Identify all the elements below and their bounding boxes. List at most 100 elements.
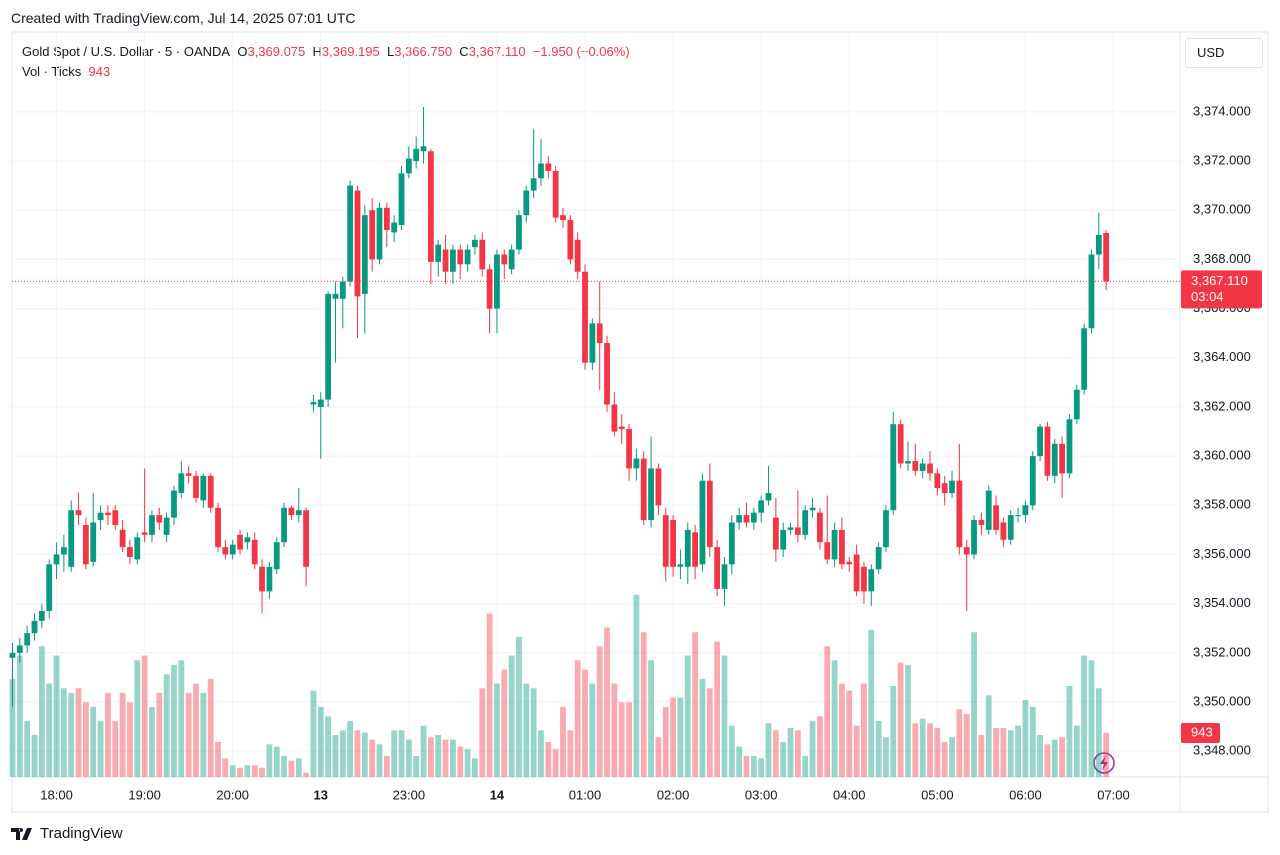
- volume-bar: [405, 739, 412, 777]
- volume-bar: [780, 741, 787, 777]
- volume-bar: [1081, 655, 1088, 777]
- volume-bar: [567, 730, 574, 777]
- candle-body: [229, 544, 236, 555]
- candle-body: [1051, 443, 1058, 476]
- ohlc-value: 3,366.750: [394, 44, 453, 59]
- currency-button[interactable]: USD: [1185, 38, 1263, 68]
- candle-body: [640, 458, 647, 521]
- candle-body: [207, 475, 214, 508]
- candle-body: [1044, 426, 1051, 476]
- volume-bar: [971, 632, 977, 777]
- volume-bar: [1007, 730, 1014, 777]
- volume-bar: [802, 755, 809, 777]
- volume-bar: [398, 730, 405, 777]
- candle-body: [361, 215, 368, 294]
- volume-bar: [596, 646, 603, 777]
- x-tick-label: 03:00: [745, 787, 778, 802]
- candle-body: [1022, 505, 1029, 516]
- y-tick-label: 3,358.000: [1193, 497, 1251, 512]
- volume-bar: [134, 660, 141, 777]
- y-tick-label: 3,348.000: [1193, 743, 1251, 758]
- volume-bar: [670, 697, 676, 777]
- volume-bar: [1022, 699, 1029, 777]
- candle-body: [883, 510, 889, 548]
- candle-body: [317, 399, 324, 407]
- volume-bar: [949, 737, 955, 777]
- candle-body: [501, 254, 508, 265]
- volume-bar: [890, 685, 897, 777]
- brand-logo: [11, 827, 32, 840]
- candle-body: [560, 215, 566, 221]
- candle-body: [662, 515, 669, 567]
- volume-bar: [897, 662, 904, 777]
- volume-bar: [229, 765, 236, 777]
- candle-body: [875, 547, 882, 570]
- candle-body: [457, 249, 464, 265]
- volume-bar: [604, 627, 610, 777]
- candle-body: [604, 343, 610, 405]
- y-tick-label: 3,352.000: [1193, 644, 1251, 659]
- volume-bar: [516, 636, 522, 777]
- y-tick-label: 3,366.000: [1193, 300, 1251, 315]
- volume-bar: [846, 690, 853, 777]
- volume-bar: [545, 741, 552, 777]
- candle-body: [582, 271, 588, 363]
- candle-body: [281, 507, 287, 543]
- volume-bar: [919, 718, 926, 777]
- candle-body: [119, 529, 126, 548]
- candle-body: [1088, 254, 1095, 329]
- candle-body: [516, 215, 522, 250]
- candle-body: [772, 517, 779, 550]
- candle-body: [508, 249, 515, 270]
- volume-bar: [442, 739, 449, 777]
- candle-body: [347, 185, 354, 282]
- candle-body: [266, 566, 273, 592]
- volume-bar: [112, 720, 119, 777]
- replay-button[interactable]: [1093, 752, 1115, 774]
- candle-body: [398, 173, 405, 226]
- volume-bar: [457, 746, 464, 777]
- candle-body: [222, 547, 229, 555]
- candle-body: [794, 527, 801, 535]
- candle-body: [523, 190, 530, 216]
- volume-bar: [963, 713, 970, 777]
- volume-bar: [560, 706, 566, 777]
- candle-body: [648, 468, 654, 521]
- candle-body: [1095, 234, 1102, 255]
- volume-bar: [772, 730, 779, 777]
- volume-bar: [178, 660, 185, 777]
- volume-bar: [317, 706, 324, 777]
- volume-value: 943: [88, 64, 111, 79]
- volume-bar: [839, 683, 845, 777]
- candle-body: [905, 461, 911, 464]
- volume-bar: [332, 734, 339, 777]
- candle-body: [295, 510, 302, 516]
- x-tick-label: 06:00: [1009, 787, 1042, 802]
- candle-body: [237, 534, 243, 550]
- candle-body: [420, 146, 427, 152]
- candle-body: [1000, 522, 1007, 540]
- volume-bar: [53, 655, 60, 777]
- volume-bar: [244, 765, 251, 777]
- candle-body: [24, 633, 31, 646]
- candle-body: [846, 561, 853, 565]
- y-tick-label: 3,362.000: [1193, 398, 1251, 413]
- candle-body: [75, 510, 82, 516]
- candle-body: [809, 507, 816, 511]
- y-tick-label: 3,354.000: [1193, 595, 1251, 610]
- volume-bar: [721, 655, 728, 777]
- x-tick-label: 07:00: [1097, 787, 1130, 802]
- volume-bar: [464, 748, 471, 777]
- volume-bar: [787, 727, 794, 777]
- candle-body: [60, 547, 67, 555]
- created-note: Created with TradingView.com, Jul 14, 20…: [11, 10, 356, 26]
- volume-bar: [626, 702, 632, 777]
- candle-body: [978, 520, 985, 525]
- candle-body: [750, 512, 757, 523]
- volume-bar: [163, 674, 170, 777]
- volume-bar: [354, 730, 361, 777]
- candle-body: [427, 151, 434, 262]
- volume-bar: [288, 760, 295, 777]
- candle-body: [149, 515, 155, 535]
- volume-bar: [817, 716, 823, 777]
